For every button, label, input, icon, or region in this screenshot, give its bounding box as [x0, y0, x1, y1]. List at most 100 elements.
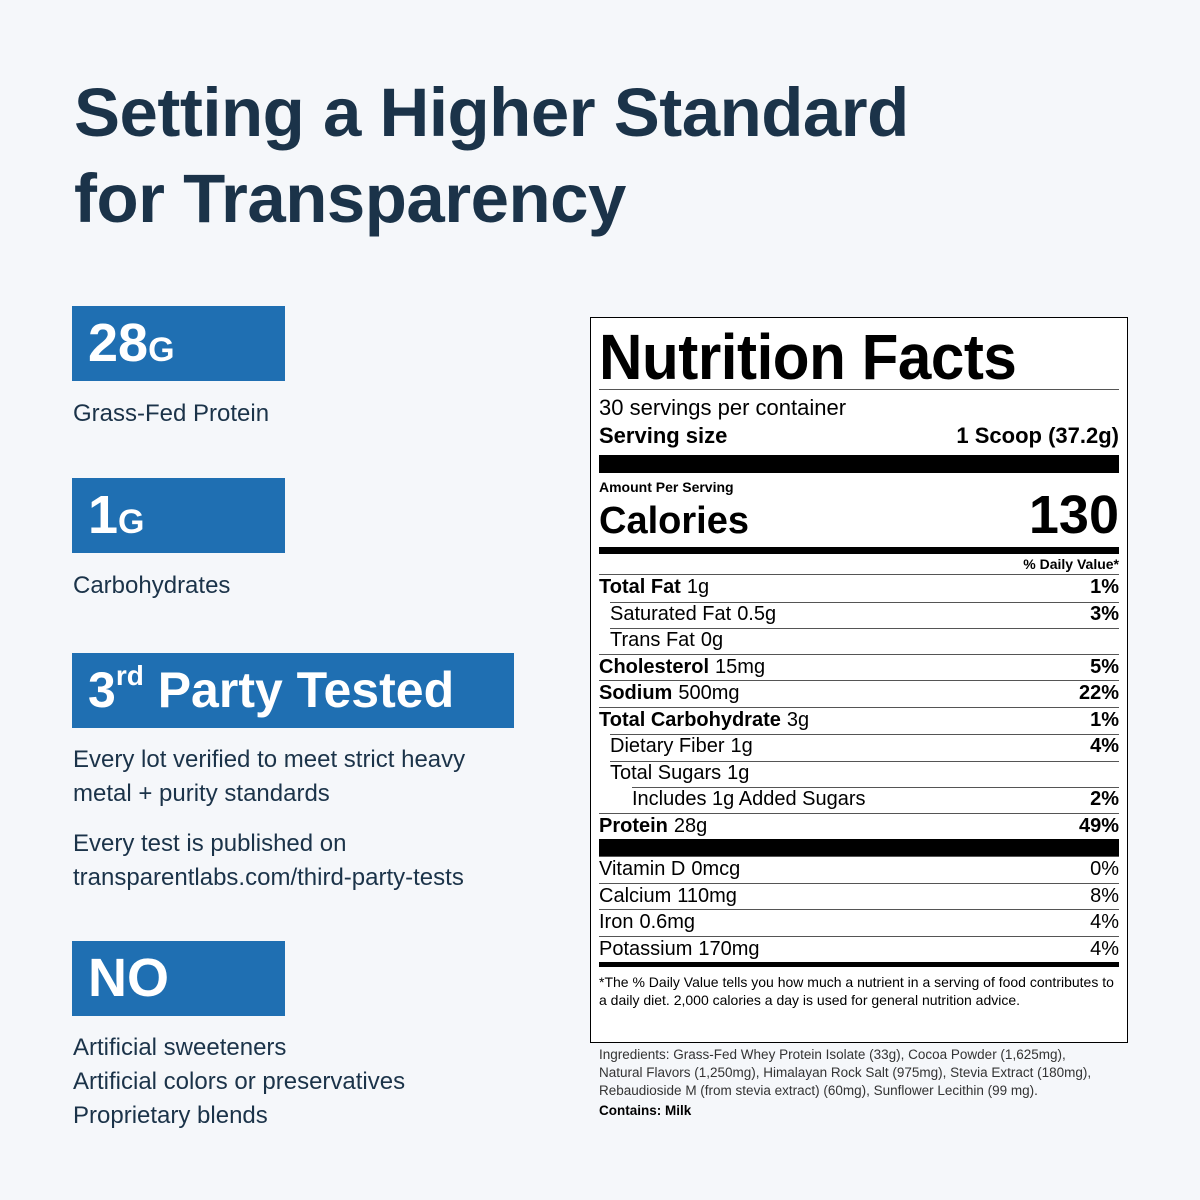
highlight-text: Carbohydrates — [73, 572, 231, 599]
nutrient-row: Dietary Fiber 1g 4% — [599, 733, 1119, 760]
daily-value: 0% — [1090, 858, 1119, 881]
calories-label: Calories — [599, 500, 749, 542]
daily-value: 3% — [1090, 602, 1119, 625]
nutrient-name: Total Carbohydrate — [599, 708, 781, 731]
nutrient-name: Calcium — [599, 884, 672, 907]
highlight-text: Artificial sweeteners Artificial colors o… — [73, 1031, 405, 1133]
badge: 28G — [72, 306, 285, 381]
nutrient-amount: 0g — [700, 629, 724, 652]
dv-header: % Daily Value* — [1023, 556, 1119, 572]
headline-line: Setting a Higher Standard — [74, 74, 909, 151]
headline-line: for Transparency — [74, 160, 626, 237]
text-line: Every lot verified to meet strict heavy — [73, 746, 466, 773]
rule — [599, 547, 1119, 554]
badge-text: 28 — [88, 313, 149, 373]
badge-unit: G — [148, 331, 175, 369]
calories-value: 130 — [1028, 485, 1119, 545]
daily-value: 4% — [1090, 735, 1119, 758]
nutrition-label: Nutrition Facts 30 servings per containe… — [590, 317, 1128, 1043]
contains: Contains: Milk — [599, 1103, 692, 1118]
nutrient-amount: 170mg — [698, 937, 760, 960]
servings: 30 servings per container — [599, 395, 847, 420]
nutrient-row: Trans Fat 0g — [599, 627, 1119, 654]
serving-label: Serving size — [599, 423, 728, 448]
daily-value: 8% — [1090, 884, 1119, 907]
nutrient-name: Total Sugars — [610, 761, 722, 784]
badge-text: Party Tested — [143, 662, 455, 718]
nutrient-name: Trans Fat — [610, 629, 695, 652]
nutrient-amount: 0.5g — [737, 602, 777, 625]
serving-size: Serving size 1 Scoop (37.2g) — [599, 422, 1119, 450]
badge: 1G — [72, 478, 285, 553]
nutrient-name: Iron — [599, 911, 634, 934]
nutrient-amount: 15mg — [715, 655, 766, 678]
nutrient-amount: 28g — [673, 814, 708, 837]
nutrient-amount: 110mg — [677, 884, 737, 907]
badge: 3rd Party Tested — [72, 653, 514, 728]
ingredients-text: Ingredients: Grass-Fed Whey Protein Isol… — [599, 1047, 1092, 1098]
highlight-text: Every test is published on transparentlab… — [73, 827, 464, 895]
text-line: metal + purity standards — [73, 780, 330, 807]
rule — [599, 962, 1119, 967]
nutrient-amount: 3g — [786, 708, 810, 731]
nutrient-row: Potassium 170mg 4% — [599, 935, 1119, 963]
daily-value: 49% — [1078, 814, 1119, 837]
nutrient-row: Sodium 500mg 22% — [599, 680, 1119, 707]
nutrient-name: Vitamin D — [599, 858, 686, 881]
rule — [599, 839, 1119, 856]
nutrient-name: Sodium — [599, 682, 673, 705]
text-line: Proprietary blends — [73, 1102, 268, 1129]
nutrient-row: Cholesterol 15mg 5% — [599, 653, 1119, 681]
nutrient-name: Protein — [599, 814, 668, 837]
nutrient-row: Total Fat 1g 1% — [599, 574, 1119, 601]
text-line: Artificial sweeteners — [73, 1034, 287, 1061]
text-line: Every test is published on — [73, 830, 347, 857]
footnote: *The % Daily Value tells you how much a … — [599, 974, 1114, 1008]
headline: Setting a Higher Standard for Transparen… — [74, 70, 909, 242]
badge: NO — [72, 941, 285, 1016]
nutrient-amount: 1g — [686, 576, 710, 599]
nutrient-row: Total Sugars 1g — [599, 759, 1119, 786]
nutrient-row: Total Carbohydrate 3g 1% — [599, 706, 1119, 734]
nutrient-amount: 500mg — [678, 682, 740, 705]
serving-value: 1 Scoop (37.2g) — [956, 423, 1119, 448]
badge-unit: G — [118, 503, 145, 541]
nutrient-name: Includes 1g Added Sugars — [632, 788, 866, 811]
nutrient-rows: Total Fat 1g 1% Saturated Fat 0.5g 3% Trans Fa… — [599, 574, 1119, 839]
badge-text: NO — [88, 948, 169, 1008]
nutrient-name: Dietary Fiber — [610, 735, 725, 758]
ingredients: Ingredients: Grass-Fed Whey Protein Isol… — [599, 1046, 1099, 1120]
text-line: Artificial colors or preservatives — [73, 1068, 406, 1095]
nutrient-row: Calcium 110mg 8% — [599, 882, 1119, 910]
nutrient-amount: 1g — [727, 761, 750, 784]
daily-value: 4% — [1090, 911, 1119, 934]
daily-value: 2% — [1090, 788, 1119, 811]
calories: Calories 130 — [599, 487, 1119, 543]
badge-sup: rd — [115, 660, 144, 691]
nutrient-amount: 1g — [730, 735, 753, 758]
nutrient-name: Total Fat — [599, 576, 681, 599]
daily-value: 4% — [1090, 937, 1119, 960]
nutrient-row: Saturated Fat 0.5g 3% — [599, 600, 1119, 627]
nutrient-amount: 0mcg — [691, 858, 741, 881]
nutrient-name: Potassium — [599, 937, 693, 960]
nutrient-row: Includes 1g Added Sugars 2% — [599, 786, 1119, 813]
nutrient-name: Cholesterol — [599, 655, 710, 678]
rule — [599, 455, 1119, 473]
label-title: Nutrition Facts — [599, 321, 1017, 393]
nutrient-row: Iron 0.6mg 4% — [599, 909, 1119, 936]
highlight-text: Grass-Fed Protein — [73, 400, 270, 427]
text-line: transparentlabs.com/third-party-tests — [73, 864, 464, 891]
daily-value: 5% — [1090, 655, 1119, 678]
daily-value: 22% — [1078, 682, 1119, 705]
highlight-text: Every lot verified to meet strict heavy m… — [73, 743, 465, 811]
nutrient-name: Saturated Fat — [610, 602, 732, 625]
daily-value: 1% — [1090, 576, 1119, 599]
badge-text: 3 — [88, 662, 116, 718]
nutrient-row: Vitamin D 0mcg 0% — [599, 856, 1119, 883]
badge-text: 1 — [88, 485, 119, 545]
vitamin-rows: Vitamin D 0mcg 0% Calcium 110mg 8% Iron 0.6mg 4%… — [599, 856, 1119, 962]
nutrient-row: Protein 28g 49% — [599, 812, 1119, 840]
nutrient-amount: 0.6mg — [639, 911, 696, 934]
